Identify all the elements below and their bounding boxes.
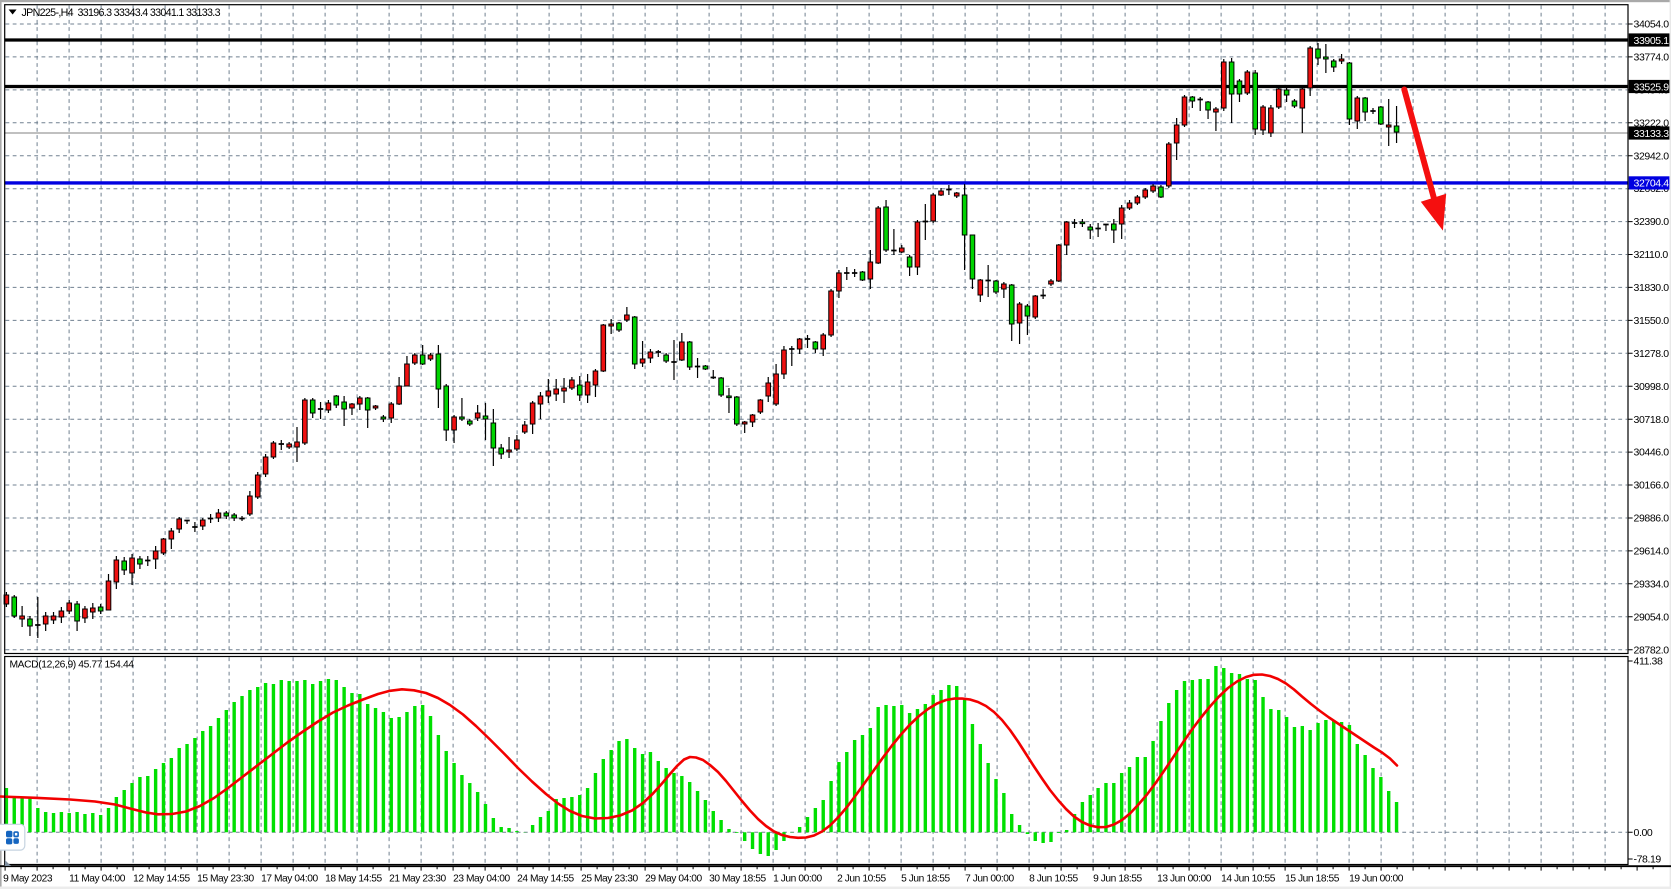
svg-text:9 May 2023: 9 May 2023 — [3, 874, 53, 885]
svg-text:MACD(12,26,9) 45.77 154.44: MACD(12,26,9) 45.77 154.44 — [10, 660, 135, 671]
svg-text:33774.0: 33774.0 — [1634, 52, 1670, 64]
svg-text:32942.0: 32942.0 — [1634, 150, 1670, 162]
svg-text:11 May 04:00: 11 May 04:00 — [69, 874, 126, 885]
svg-text:14 Jun 10:55: 14 Jun 10:55 — [1221, 874, 1276, 885]
svg-text:JPN225-,H4 33196.3 33343.4 33: JPN225-,H4 33196.3 33343.4 33041.1 33133… — [22, 7, 221, 19]
svg-text:28782.0: 28782.0 — [1634, 644, 1670, 656]
svg-text:30 May 18:55: 30 May 18:55 — [709, 874, 766, 885]
svg-text:33905.1: 33905.1 — [1634, 35, 1670, 47]
svg-text:29614.0: 29614.0 — [1634, 546, 1670, 558]
svg-text:15 Jun 18:55: 15 Jun 18:55 — [1285, 874, 1340, 885]
svg-text:30718.0: 30718.0 — [1634, 414, 1670, 426]
svg-text:31550.0: 31550.0 — [1634, 315, 1670, 327]
svg-text:33133.3: 33133.3 — [1634, 128, 1670, 140]
svg-text:7 Jun 00:00: 7 Jun 00:00 — [965, 874, 1014, 885]
svg-text:5 Jun 18:55: 5 Jun 18:55 — [901, 874, 950, 885]
svg-text:15 May 23:30: 15 May 23:30 — [197, 874, 254, 885]
svg-text:23 May 04:00: 23 May 04:00 — [453, 874, 510, 885]
svg-text:13 Jun 00:00: 13 Jun 00:00 — [1157, 874, 1212, 885]
svg-text:2 Jun 10:55: 2 Jun 10:55 — [837, 874, 886, 885]
svg-text:32704.4: 32704.4 — [1634, 178, 1670, 190]
svg-text:0.00: 0.00 — [1634, 827, 1653, 839]
svg-text:29334.0: 29334.0 — [1634, 578, 1670, 590]
svg-text:24 May 14:55: 24 May 14:55 — [517, 874, 574, 885]
svg-text:1 Jun 00:00: 1 Jun 00:00 — [773, 874, 822, 885]
svg-text:30446.0: 30446.0 — [1634, 447, 1670, 459]
svg-text:32390.0: 32390.0 — [1634, 216, 1670, 228]
svg-text:32110.0: 32110.0 — [1634, 249, 1669, 261]
svg-text:18 May 14:55: 18 May 14:55 — [325, 874, 382, 885]
svg-text:30998.0: 30998.0 — [1634, 381, 1670, 393]
svg-text:19 Jun 00:00: 19 Jun 00:00 — [1349, 874, 1404, 885]
svg-text:33222.0: 33222.0 — [1634, 117, 1670, 129]
svg-text:31830.0: 31830.0 — [1634, 282, 1670, 294]
svg-text:9 Jun 18:55: 9 Jun 18:55 — [1093, 874, 1142, 885]
svg-text:29886.0: 29886.0 — [1634, 513, 1670, 525]
svg-text:34054.0: 34054.0 — [1634, 19, 1670, 31]
svg-text:21 May 23:30: 21 May 23:30 — [389, 874, 446, 885]
svg-text:411.38: 411.38 — [1634, 656, 1663, 668]
svg-text:30166.0: 30166.0 — [1634, 480, 1670, 492]
svg-text:31278.0: 31278.0 — [1634, 348, 1670, 360]
svg-text:29054.0: 29054.0 — [1634, 611, 1670, 623]
svg-text:12 May 14:55: 12 May 14:55 — [133, 874, 190, 885]
svg-text:8 Jun 10:55: 8 Jun 10:55 — [1029, 874, 1078, 885]
svg-text:-78.19: -78.19 — [1634, 854, 1662, 866]
svg-text:17 May 04:00: 17 May 04:00 — [261, 874, 318, 885]
svg-text:33525.9: 33525.9 — [1634, 81, 1670, 93]
svg-text:29 May 04:00: 29 May 04:00 — [645, 874, 702, 885]
svg-text:25 May 23:30: 25 May 23:30 — [581, 874, 638, 885]
